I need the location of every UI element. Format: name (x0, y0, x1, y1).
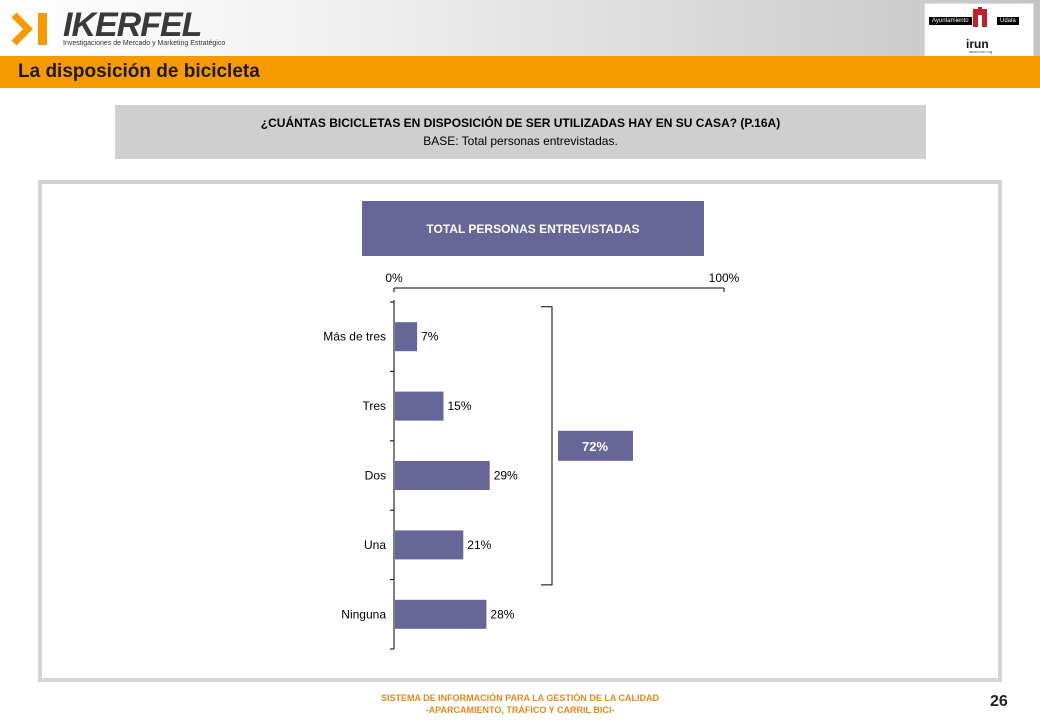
category-label: Tres (362, 399, 386, 413)
footer: SISTEMA DE INFORMACIÓN PARA LA GESTIÓN D… (0, 692, 1040, 716)
brand-name: IKERFEL (63, 6, 202, 44)
data-label: 28% (490, 607, 514, 621)
data-label: 21% (467, 538, 491, 552)
ikerfel-logo-icon (11, 12, 47, 46)
question-base: BASE: Total personas entrevistadas. (423, 134, 618, 148)
category-label: Ninguna (341, 607, 386, 621)
footer-line-2: -APARCAMIENTO, TRÁFICO Y CARRIL BICI- (425, 705, 615, 715)
question-box: ¿CUÁNTAS BICICLETAS EN DISPOSICIÓN DE SE… (115, 105, 926, 159)
bar-chart: TOTAL PERSONAS ENTREVISTADAS 0% 100% Más de… (323, 201, 740, 650)
data-label: 7% (421, 330, 439, 344)
chart-frame: TOTAL PERSONAS ENTREVISTADAS 0% 100% Más de… (38, 180, 1002, 682)
bracket (541, 306, 553, 586)
page-title: La disposición de bicicleta (18, 61, 260, 82)
data-label: 15% (448, 399, 472, 413)
irun-right-label: Udala (997, 17, 1019, 25)
footer-line-1: SISTEMA DE INFORMACIÓN PARA LA GESTIÓN D… (381, 693, 659, 703)
irun-url: www.irun.org (969, 49, 993, 54)
chart-title: TOTAL PERSONAS ENTREVISTADAS (426, 222, 639, 236)
category-label: Más de tres (323, 330, 386, 344)
header: IKERFEL Investigaciones de Mercado y Mar… (0, 0, 1040, 57)
x-tick-label: 0% (385, 271, 403, 285)
irun-crest-icon (973, 7, 987, 29)
category-label: Dos (365, 469, 386, 483)
bar (395, 322, 418, 352)
bar (395, 530, 464, 560)
bar (395, 391, 444, 421)
bar (395, 599, 487, 629)
irun-left-label: Ayuntamiento (929, 17, 972, 25)
bracket-label: 72% (582, 439, 608, 454)
data-label: 29% (494, 469, 518, 483)
irun-logo: Ayuntamiento Udala irun www.irun.org (924, 3, 1034, 57)
bracket-label-box (558, 430, 633, 461)
title-bar: La disposición de bicicleta (0, 56, 1040, 88)
brand-tagline: Investigaciones de Mercado y Marketing E… (63, 40, 226, 47)
x-tick-label: 100% (709, 271, 740, 285)
question-text: ¿CUÁNTAS BICICLETAS EN DISPOSICIÓN DE SE… (260, 116, 781, 130)
category-label: Una (364, 538, 386, 552)
irun-wordmark: irun (966, 37, 989, 51)
chart-title-box (362, 201, 704, 256)
page-number: 26 (990, 693, 1008, 710)
bar (395, 461, 490, 490)
